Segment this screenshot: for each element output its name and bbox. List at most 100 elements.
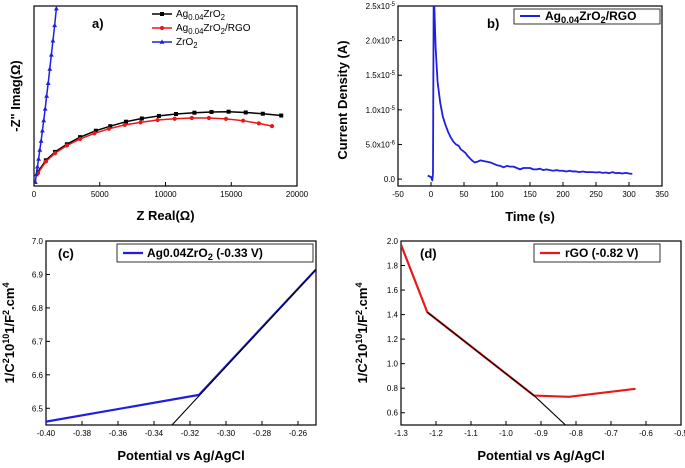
legend-text-part: /RGO: [225, 23, 251, 34]
plot-frame-d: [400, 240, 682, 426]
y-tick-mantissa: 5.0x10: [366, 140, 391, 149]
y-tick-mantissa: 1.5x10: [366, 71, 391, 80]
y-tick-label-b: 2.5x10-5: [366, 2, 396, 11]
legend-text-part: ZrO: [176, 37, 193, 48]
x-tick-label-b: -50: [392, 190, 404, 199]
ylabel-superscript: 4: [354, 283, 364, 288]
x-tick-label-b: 300: [622, 190, 636, 199]
x-tick-label-d: -1.1: [464, 429, 478, 438]
legend-entry: Ag0.04ZrO2/RGO: [545, 9, 636, 25]
legend-subscript: 2: [208, 252, 213, 262]
y-tick-label-c: 6.9: [32, 270, 44, 279]
data-point-triangle: [34, 179, 38, 184]
panel-d: -1.3 -1.2 -1.1 -1.0 -0.9 -0.8 -0.7 -0.6 -0.5 0.6 0…: [354, 237, 685, 463]
data-point-triangle: [53, 6, 59, 11]
legend-c: Ag0.04ZrO2 (-0.33 V): [116, 243, 314, 263]
y-tick-label-d: 1.4: [387, 311, 399, 320]
x-tick-label-c: -0.28: [253, 429, 272, 438]
data-point-circle: [155, 117, 160, 123]
legend-d: rGO (-0.82 V): [533, 243, 661, 263]
legend-entry: Ag0.04ZrO2 (-0.33 V): [147, 246, 263, 262]
data-point-circle: [256, 121, 261, 126]
y-tick-label-c: 7.0: [32, 237, 44, 246]
data-point-square: [93, 128, 98, 133]
data-point-triangle: [44, 93, 50, 98]
ylabel-part: 1/F: [355, 315, 370, 334]
data-point-square: [192, 110, 197, 115]
x-tick-label-d: -0.5: [674, 429, 685, 438]
panel-label-d: (d): [420, 246, 437, 261]
y-tick-exponent: -5: [390, 71, 396, 77]
legend-subscript: 2: [221, 27, 225, 36]
legend-text-part: Ag0.04ZrO: [147, 246, 208, 260]
data-point-circle: [106, 126, 112, 131]
data-point-circle: [223, 116, 229, 121]
y-tick-exponent: -6: [390, 140, 396, 146]
legend-entry: ZrO2: [176, 37, 198, 50]
plot-frame-a: [33, 5, 298, 187]
y-tick-label-d: 2.0: [387, 237, 399, 246]
legend-text-part: ZrO: [203, 9, 220, 20]
data-point-circle: [269, 123, 275, 129]
ylabel-part: 10: [2, 344, 17, 358]
data-point-triangle: [52, 22, 58, 28]
data-point-triangle: [159, 39, 165, 44]
data-point-square: [243, 110, 248, 115]
data-point-circle: [43, 159, 48, 164]
y-tick-label-c: 6.5: [32, 404, 44, 413]
data-point-circle: [52, 151, 58, 156]
y-axis-label-d: 1/C210101/F2.cm4: [354, 283, 370, 384]
y-axis-label-a: -Z" Imag(Ω): [8, 60, 23, 131]
ylabel-part: .cm: [355, 288, 370, 310]
y-tick-label-b: 2.0x10-5: [366, 37, 396, 46]
x-tick-label-a: 20000: [286, 190, 309, 199]
ylabel-part: 1/C: [2, 363, 17, 384]
data-point-circle: [122, 122, 127, 128]
x-tick-label-c: -0.26: [289, 429, 308, 438]
data-point-circle: [92, 131, 97, 136]
panel-a: 0 5000 10000 15000 20000 a) Z Real(Ω) -Z" Imag(…: [8, 5, 309, 223]
y-tick-exponent: -5: [390, 106, 396, 112]
x-axis-label-d: Potential vs Ag/AgCl: [477, 448, 604, 463]
y-tick-label-d: 1.8: [387, 262, 399, 271]
x-tick-label-b: 100: [490, 190, 504, 199]
x-tick-label-a: 10000: [154, 190, 177, 199]
panel-label-c: (c): [58, 246, 74, 261]
series-line-c: [171, 269, 316, 425]
data-point-triangle: [38, 138, 44, 143]
legend-text-part: rGO (-0.82 V): [565, 246, 638, 260]
ylabel-part: 1/F: [2, 315, 17, 334]
data-point-square: [226, 109, 231, 114]
x-axis-label-b: Time (s): [505, 209, 555, 224]
legend-entry: rGO (-0.82 V): [565, 246, 638, 260]
x-tick-label-d: -0.6: [639, 429, 653, 438]
y-tick-label-d: 1.6: [387, 286, 399, 295]
plot-frame-c: [45, 240, 317, 426]
x-tick-label-a: 15000: [220, 190, 243, 199]
legend-text-part: ZrO: [579, 9, 600, 23]
data-point-triangle: [37, 147, 43, 152]
legend-text-part: Ag: [176, 23, 188, 34]
data-point-triangle: [34, 171, 39, 177]
x-tick-label-c: -0.30: [217, 429, 236, 438]
ylabel-part: 1/C: [355, 363, 370, 384]
y-tick-label-c: 6.7: [32, 337, 44, 346]
y-axis-label-b: Current Density (A): [335, 40, 350, 159]
data-point-triangle: [48, 52, 54, 57]
data-point-square: [160, 12, 164, 16]
x-tick-label-c: -0.32: [181, 429, 200, 438]
plot-frame-b: [397, 5, 663, 187]
x-tick-label-d: -0.8: [569, 429, 583, 438]
y-tick-mantissa: 2.0x10: [366, 37, 391, 46]
data-point-circle: [77, 136, 83, 142]
ylabel-superscript: 10: [1, 334, 11, 344]
panel-c: -0.40 -0.38 -0.36 -0.34 -0.32 -0.30 -0.28 -0.26…: [1, 237, 317, 463]
legend-text-part: ZrO: [203, 23, 220, 34]
data-point-circle: [206, 115, 211, 121]
data-point-triangle: [47, 66, 53, 71]
x-tick-label-c: -0.38: [73, 429, 92, 438]
data-point-triangle: [45, 80, 51, 85]
legend-text-part: Ag: [545, 9, 561, 23]
y-tick-label-b: 1.5x10-5: [366, 71, 396, 80]
